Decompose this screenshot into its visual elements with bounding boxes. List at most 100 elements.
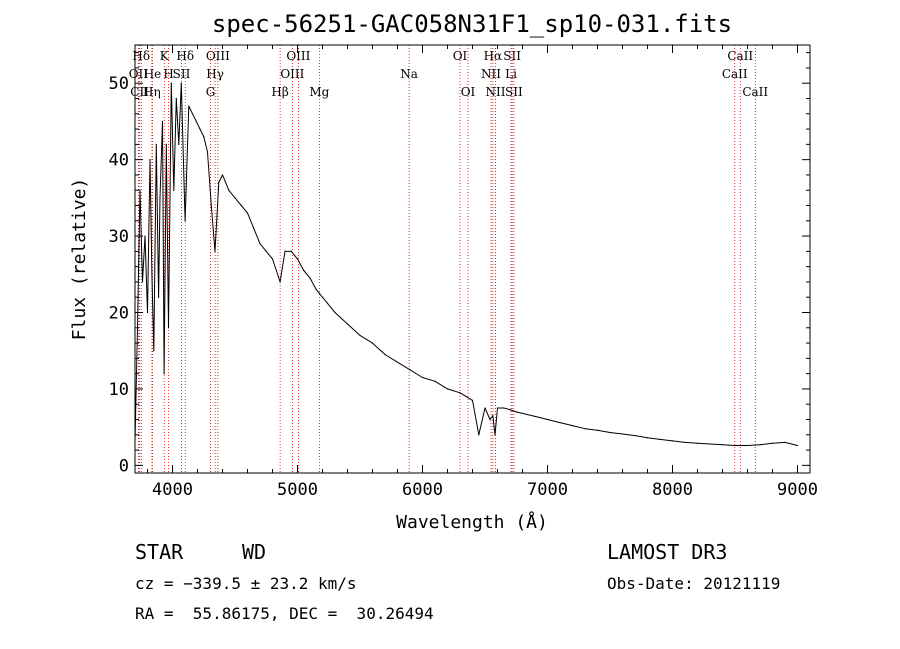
spectrum-point <box>206 151 209 153</box>
spectrum-point <box>559 421 561 424</box>
spectrum-point <box>434 380 436 382</box>
spectrum-point <box>571 425 574 427</box>
spectrum-point <box>246 212 249 214</box>
spectrum-point <box>471 399 474 401</box>
line-marker-label: NII <box>486 85 506 99</box>
spectrum-point <box>494 434 496 436</box>
spectrum-point <box>139 189 141 191</box>
spectrum-point <box>384 353 386 356</box>
spectrum-point <box>696 442 699 444</box>
line-marker-label: OIII <box>280 67 304 81</box>
spectrum-point <box>509 408 511 411</box>
y-tick-label: 10 <box>109 380 129 400</box>
line-marker-label: Mg <box>309 85 329 99</box>
x-tick-label: 7000 <box>527 480 568 500</box>
spectrum-point <box>521 412 524 414</box>
spectrum-point <box>153 350 155 352</box>
spectrum-point <box>240 204 242 207</box>
spectrum-point <box>459 392 461 394</box>
spectrum-point <box>421 376 424 379</box>
line-marker-label: Hδ <box>176 49 194 63</box>
spectrum-point <box>221 174 224 176</box>
spectrum-point <box>546 418 549 421</box>
line-marker-label: NII <box>481 67 501 81</box>
spectrum-point <box>759 444 761 446</box>
spectrum-point <box>253 227 255 230</box>
spectrum-point <box>721 444 724 446</box>
chart-title: spec-56251-GAC058N31F1_sp10-031.fits <box>212 10 732 38</box>
spectrum-line <box>134 82 798 446</box>
spectrum-point <box>315 288 317 291</box>
x-tick-label: 5000 <box>277 480 318 500</box>
spectrum-point <box>489 418 491 421</box>
spectrum-point <box>446 388 449 390</box>
line-marker-label: G <box>206 85 216 99</box>
line-marker-label: OIII <box>286 49 310 63</box>
spectrum-point <box>621 433 624 435</box>
spectrum-point <box>180 82 182 84</box>
spectrum-point <box>158 296 160 298</box>
line-marker-label: CaII <box>722 67 748 81</box>
y-tick-label: 50 <box>109 74 129 94</box>
line-marker-label: He <box>144 67 162 81</box>
x-axis-label: Wavelength (Å) <box>396 511 548 533</box>
spectrum-point <box>671 440 674 442</box>
spectrum-point <box>184 220 186 222</box>
spectrum-point <box>178 143 180 145</box>
spectrum-point <box>746 444 749 447</box>
line-marker-label: CaII <box>727 49 753 63</box>
spectrum-point <box>188 105 190 107</box>
spectrum-point <box>195 120 197 123</box>
spectrum-point <box>503 407 505 409</box>
y-tick-label: 20 <box>109 304 129 324</box>
spectrum-point <box>259 243 261 245</box>
spectrum-point <box>409 369 411 371</box>
line-marker-label: SII <box>505 85 523 99</box>
spectrum-point <box>163 373 165 375</box>
spectrum-point <box>165 143 167 145</box>
spectrum-point <box>609 431 611 434</box>
spectrum-point <box>146 311 149 314</box>
plot-frame <box>134 44 811 474</box>
line-marker-label: OII <box>129 67 149 81</box>
spectrum-point <box>465 395 467 398</box>
spectrum-point <box>303 269 305 272</box>
spectrum-point <box>709 443 711 445</box>
spectrum-point <box>596 429 599 431</box>
spectrum-point <box>151 273 153 275</box>
spectrum-point <box>734 444 736 447</box>
spectrum-point <box>234 197 236 199</box>
spectrum-point <box>492 415 494 417</box>
spectrum-point <box>279 281 281 283</box>
line-marker-label: OIII <box>206 49 230 63</box>
spectrum-point <box>144 235 146 237</box>
spectrum-point <box>796 444 799 447</box>
spectrum-point <box>771 442 774 444</box>
x-tick-label: 9000 <box>777 480 818 500</box>
spectrum-point <box>484 407 486 409</box>
observation-date: Obs-Date: 20121119 <box>607 574 781 593</box>
spectrum-point <box>359 334 361 337</box>
spectrum-point <box>228 189 230 191</box>
y-axis-label: Flux (relative) <box>69 178 90 341</box>
spectrum-point <box>534 415 536 418</box>
spectrum-point <box>659 438 661 440</box>
spectrum-point <box>634 434 636 437</box>
line-marker-label: K <box>160 49 170 63</box>
spectrum-point <box>515 411 517 413</box>
line-marker-label: SII <box>173 67 191 81</box>
line-marker-label: OI <box>461 85 476 99</box>
spectrum-point <box>191 113 194 115</box>
spectrum-point <box>159 197 161 199</box>
y-tick-label: 40 <box>109 151 129 171</box>
redshift-velocity: cz = −339.5 ± 23.2 km/s <box>135 574 357 593</box>
spectrum-point <box>175 97 177 100</box>
spectrum-point <box>141 281 144 283</box>
line-marker-label: Na <box>400 67 418 81</box>
spectrum-data <box>134 82 799 447</box>
spectrum-point <box>271 258 274 260</box>
spectrum-point <box>218 181 220 184</box>
spectrum-point <box>210 204 212 207</box>
spectrum-point <box>284 250 286 252</box>
